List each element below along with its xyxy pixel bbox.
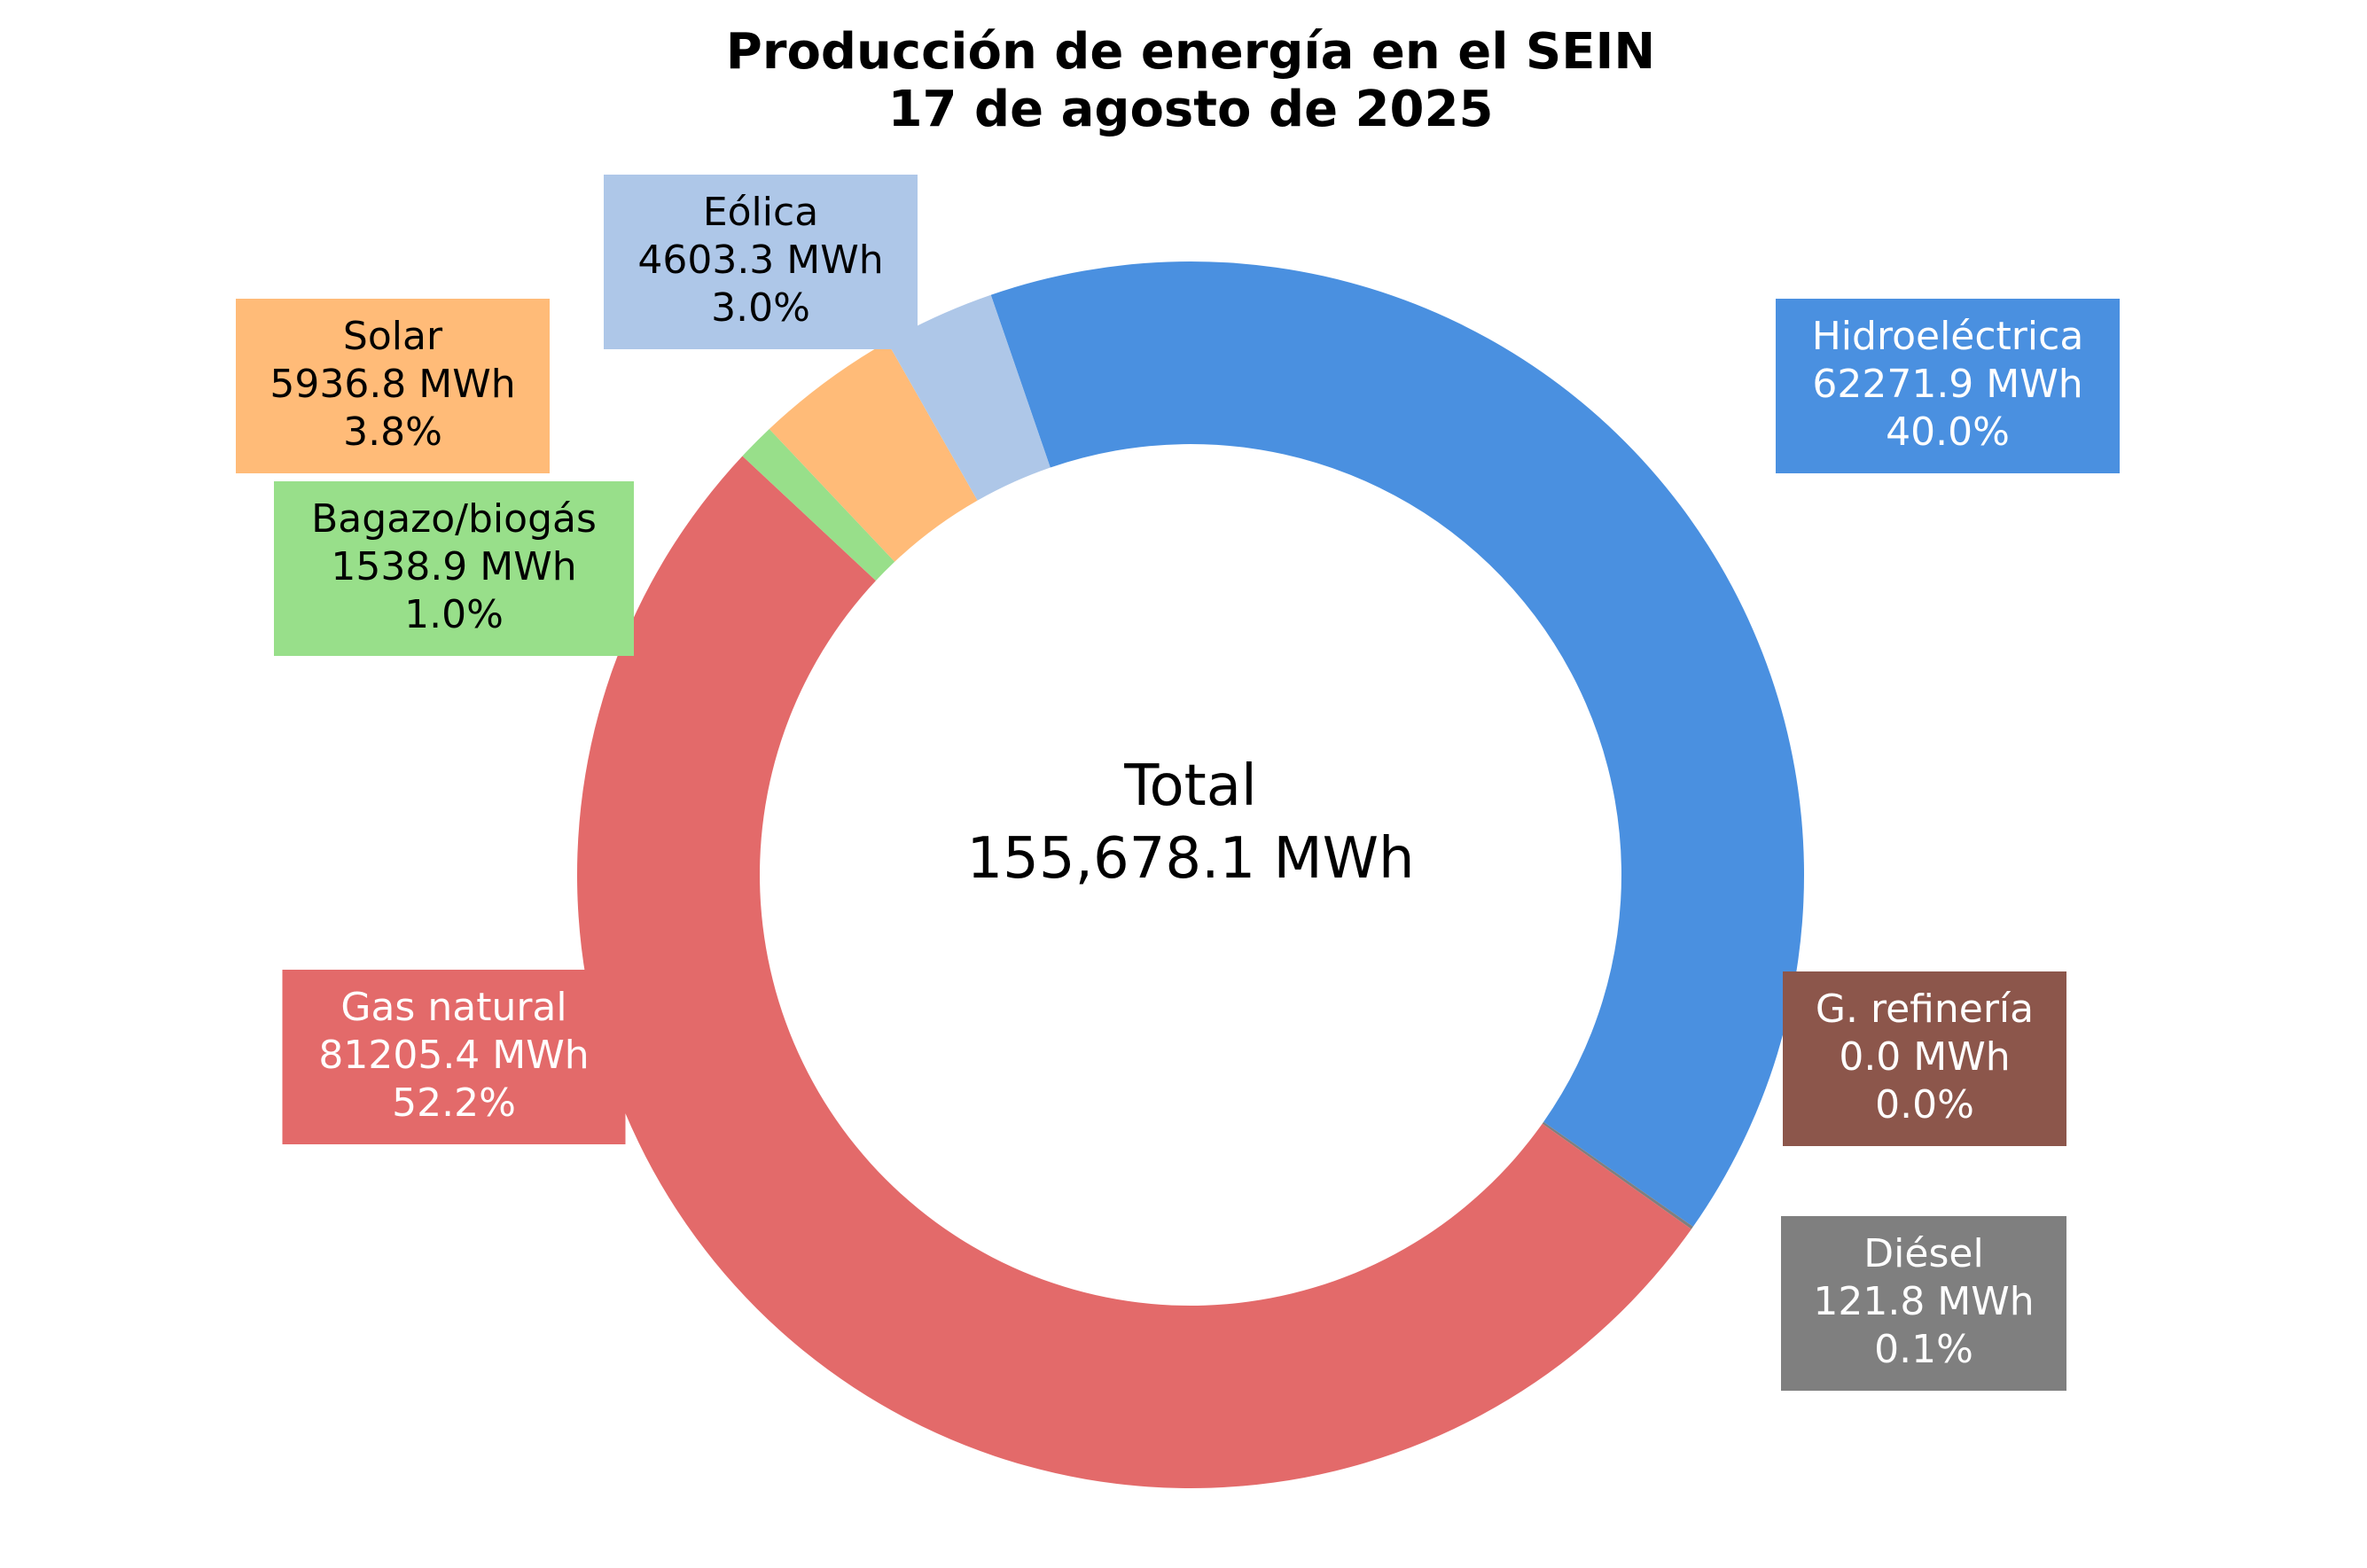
label-diesel-box	[1781, 1216, 2066, 1391]
label-solar-percent: 3.8%	[343, 410, 442, 455]
label-eolica-box	[604, 175, 918, 349]
label-bagazo-biogas-box	[274, 481, 634, 656]
chart-title: Producción de energía en el SEIN	[726, 23, 1655, 81]
label-hidroelectrica-percent: 40.0%	[1886, 410, 2010, 455]
label-eolica-name: Eólica	[703, 190, 818, 235]
label-gas-natural-value: 81205.4 MWh	[318, 1033, 589, 1078]
label-hidroelectrica-box	[1776, 299, 2120, 473]
donut-slices	[576, 261, 1804, 1489]
label-gas-natural-name: Gas natural	[340, 985, 566, 1030]
label-g-refineria-percent: 0.0%	[1875, 1082, 1974, 1127]
center-total-value: 155,678.1 MWh	[966, 826, 1414, 892]
chart-subtitle: 17 de agosto de 2025	[888, 81, 1494, 138]
label-hidroelectrica-name: Hidroeléctrica	[1812, 314, 2084, 359]
label-diesel-value: 121.8 MWh	[1813, 1279, 2034, 1324]
label-diesel-name: Diésel	[1863, 1231, 1983, 1276]
label-hidroelectrica-value: 62271.9 MWh	[1812, 362, 2082, 407]
label-solar-name: Solar	[343, 314, 443, 359]
slice-eolica	[887, 294, 1051, 501]
label-bagazo-biogas-percent: 1.0%	[404, 592, 504, 637]
label-g-refineria-value: 0.0 MWh	[1839, 1034, 2010, 1080]
slice-hidroelectrica	[990, 261, 1804, 1227]
label-eolica-value: 4603.3 MWh	[637, 238, 883, 283]
label-bagazo-biogas-value: 1538.9 MWh	[331, 544, 576, 589]
slice-bagazo-biogas	[742, 428, 895, 581]
label-eolica-percent: 3.0%	[711, 285, 810, 331]
label-g-refineria-box	[1783, 971, 2066, 1146]
slice-diesel	[1542, 1121, 1693, 1229]
center-total-label: Total	[1123, 753, 1256, 819]
label-gas-natural-percent: 52.2%	[392, 1080, 516, 1126]
label-gas-natural-box	[282, 970, 626, 1144]
label-solar-box	[236, 299, 550, 473]
label-bagazo-biogas-name: Bagazo/biogás	[311, 496, 597, 542]
slice-solar	[769, 341, 978, 562]
label-solar-value: 5936.8 MWh	[270, 362, 515, 407]
slice-gas-natural	[576, 456, 1691, 1489]
label-diesel-percent: 0.1%	[1874, 1327, 1973, 1372]
label-g-refineria-name: G. refinería	[1816, 987, 2034, 1032]
